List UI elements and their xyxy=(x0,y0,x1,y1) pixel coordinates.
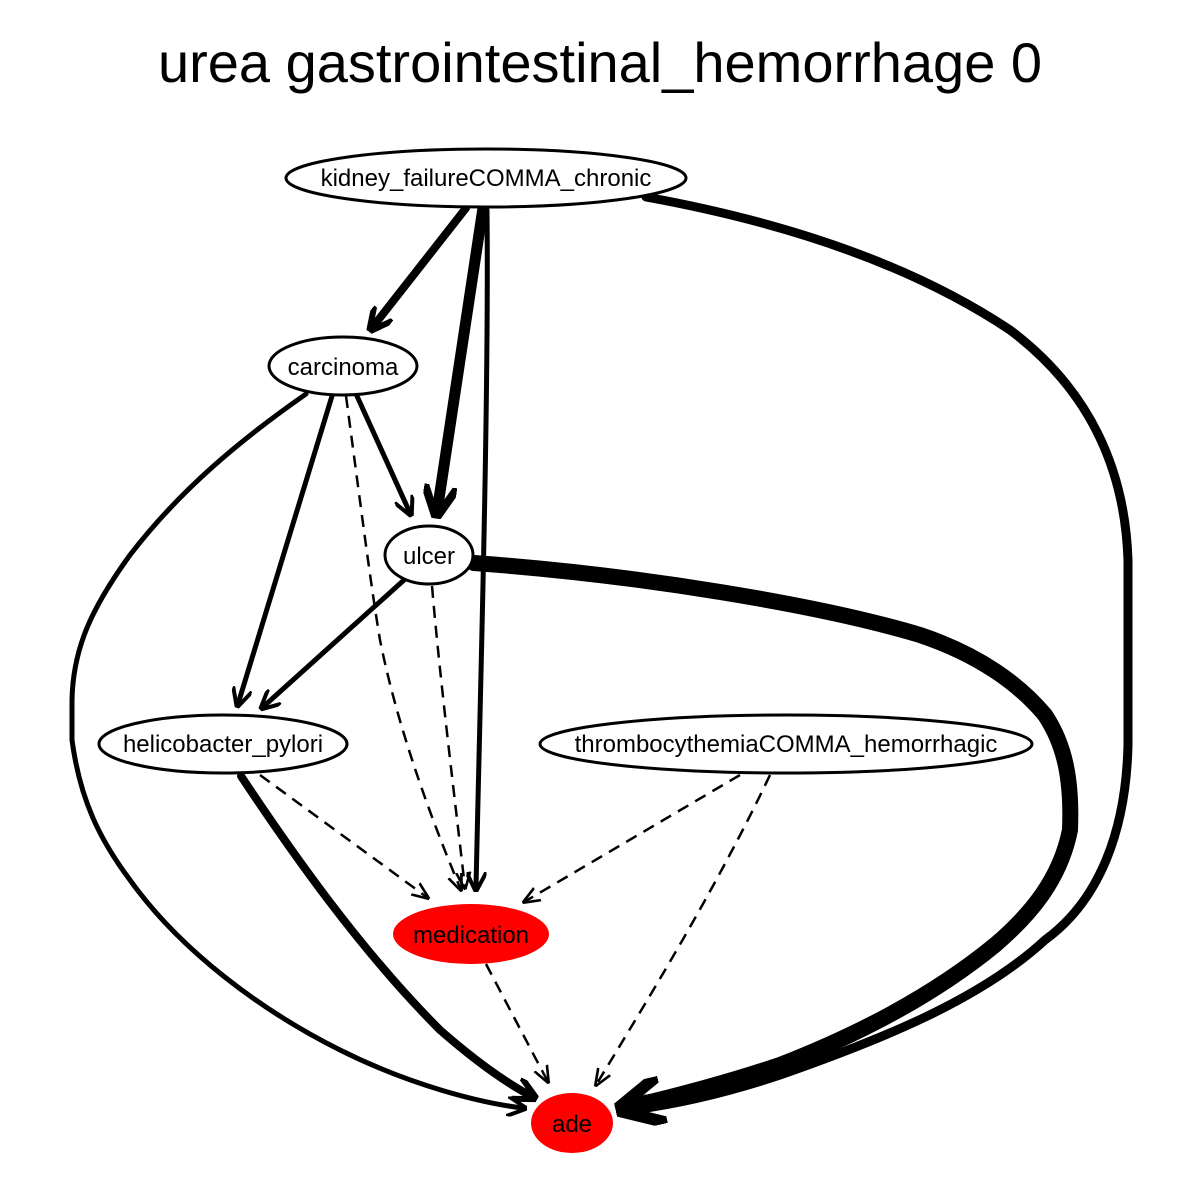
edge-carcinoma-to-helicobacter-pylori xyxy=(238,393,335,704)
node-helicobacter-pylori[interactable]: helicobacter_pylori xyxy=(97,713,349,775)
node-label: kidney_failureCOMMA_chronic xyxy=(321,165,652,192)
edge-thrombocythemia-to-ade xyxy=(596,774,772,1085)
node-label: helicobacter_pylori xyxy=(123,731,323,758)
node-label: carcinoma xyxy=(288,354,399,381)
edge-ulcer-to-ade xyxy=(466,555,1079,1108)
edge-carcinoma-to-ade xyxy=(69,391,523,1108)
edge-ulcer-to-medication xyxy=(430,585,465,888)
edge-ulcer-to-helicobacter-pylori xyxy=(263,577,407,707)
edge-carcinoma-to-ulcer xyxy=(354,393,410,513)
node-label: ade xyxy=(552,1111,592,1138)
node-carcinoma[interactable]: carcinoma xyxy=(267,335,419,397)
node-kidney-failure-chronic[interactable]: kidney_failureCOMMA_chronic xyxy=(284,147,688,209)
edges xyxy=(69,192,1133,1110)
diagram-title: urea gastrointestinal_hemorrhage 0 xyxy=(158,31,1042,94)
edge-carcinoma-to-medication xyxy=(344,395,461,890)
node-ade[interactable]: ade xyxy=(531,1093,613,1153)
edge-medication-to-ade xyxy=(484,963,548,1082)
node-label: medication xyxy=(413,922,529,949)
node-thrombocythemia-hemorrhagic[interactable]: thrombocythemiaCOMMA_hemorrhagic xyxy=(538,713,1034,775)
edge-kidney-failure-to-medication xyxy=(476,207,490,888)
edge-helicobacter-pylori-to-ade xyxy=(237,772,533,1097)
edge-kidney-failure-to-ade xyxy=(632,192,1133,1110)
node-label: ulcer xyxy=(403,543,455,570)
edge-kidney-failure-to-carcinoma xyxy=(372,204,470,328)
node-medication[interactable]: medication xyxy=(393,904,549,964)
edge-thrombocythemia-to-medication xyxy=(524,773,741,902)
edge-helicobacter-pylori-to-medication xyxy=(259,773,428,898)
node-ulcer[interactable]: ulcer xyxy=(383,524,475,586)
node-label: thrombocythemiaCOMMA_hemorrhagic xyxy=(575,731,998,758)
nodes: kidney_failureCOMMA_chronic carcinoma ul… xyxy=(97,147,1034,1153)
edge-kidney-failure-to-ulcer xyxy=(437,202,489,512)
